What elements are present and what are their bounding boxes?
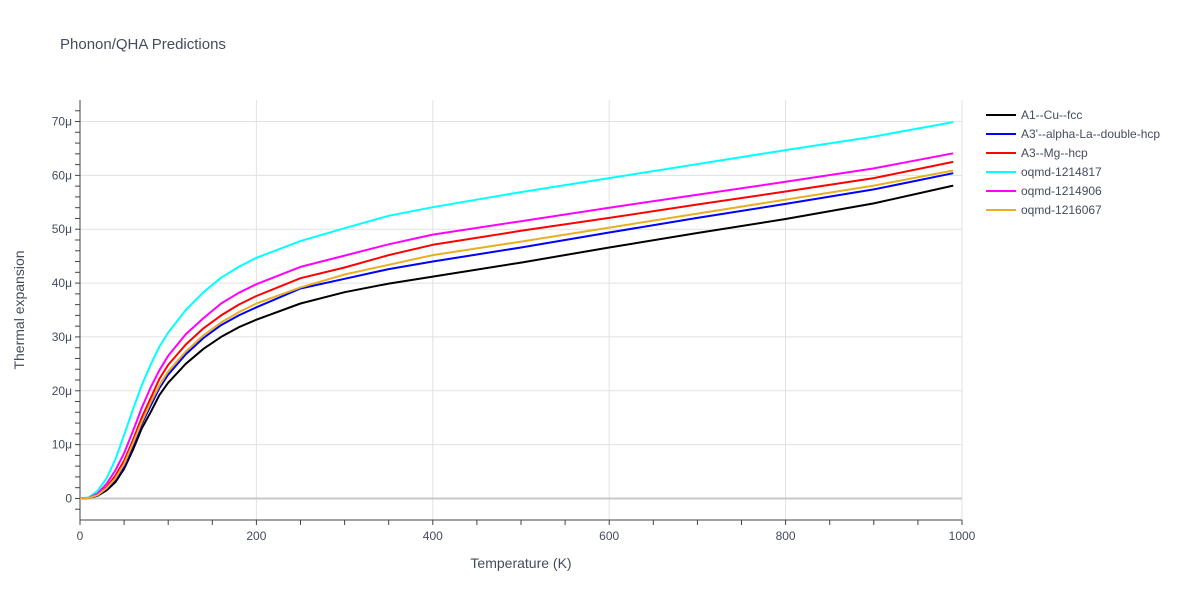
series-line[interactable] [79,160,954,500]
grid-lines [80,100,963,520]
legend-label[interactable]: oqmd-1214906 [1021,184,1102,198]
series-line[interactable] [79,121,954,500]
y-tick-label: 0 [65,491,72,505]
x-tick-label: 0 [77,529,84,543]
series-line[interactable] [79,169,954,500]
chart-title: Phonon/QHA Predictions [60,36,226,53]
legend[interactable]: A1--Cu--fcc A3'--alpha-La--double-hcp A3--… [986,108,1160,217]
y-tick-label: 20μ [52,384,72,398]
y-tick-labels: 0 10μ 20μ 30μ 40μ 50μ 60μ 70μ [52,115,73,506]
series-line[interactable] [79,184,954,500]
x-tick-label: 1000 [949,529,976,543]
y-tick-label: 70μ [52,115,72,129]
series-line[interactable] [79,152,954,500]
y-tick-label: 10μ [52,438,72,452]
legend-label[interactable]: A3'--alpha-La--double-hcp [1021,127,1160,141]
y-tick-label: 50μ [52,222,72,236]
legend-label[interactable]: A1--Cu--fcc [1021,108,1082,122]
x-tick-label: 600 [599,529,619,543]
x-tick-label: 800 [776,529,796,543]
y-tick-label: 30μ [52,330,72,344]
legend-label[interactable]: oqmd-1216067 [1021,203,1102,217]
legend-label[interactable]: A3--Mg--hcp [1021,146,1088,160]
y-axis-label: Thermal expansion [11,250,27,369]
x-tick-label: 400 [423,529,443,543]
x-axis-label: Temperature (K) [470,555,571,571]
x-tick-labels: 0 200 400 600 800 1000 [77,529,976,543]
axes [75,100,963,525]
y-tick-label: 60μ [52,168,72,182]
y-tick-label: 40μ [52,276,72,290]
plot-area[interactable] [79,121,954,500]
x-tick-label: 200 [246,529,266,543]
legend-label[interactable]: oqmd-1214817 [1021,165,1102,179]
